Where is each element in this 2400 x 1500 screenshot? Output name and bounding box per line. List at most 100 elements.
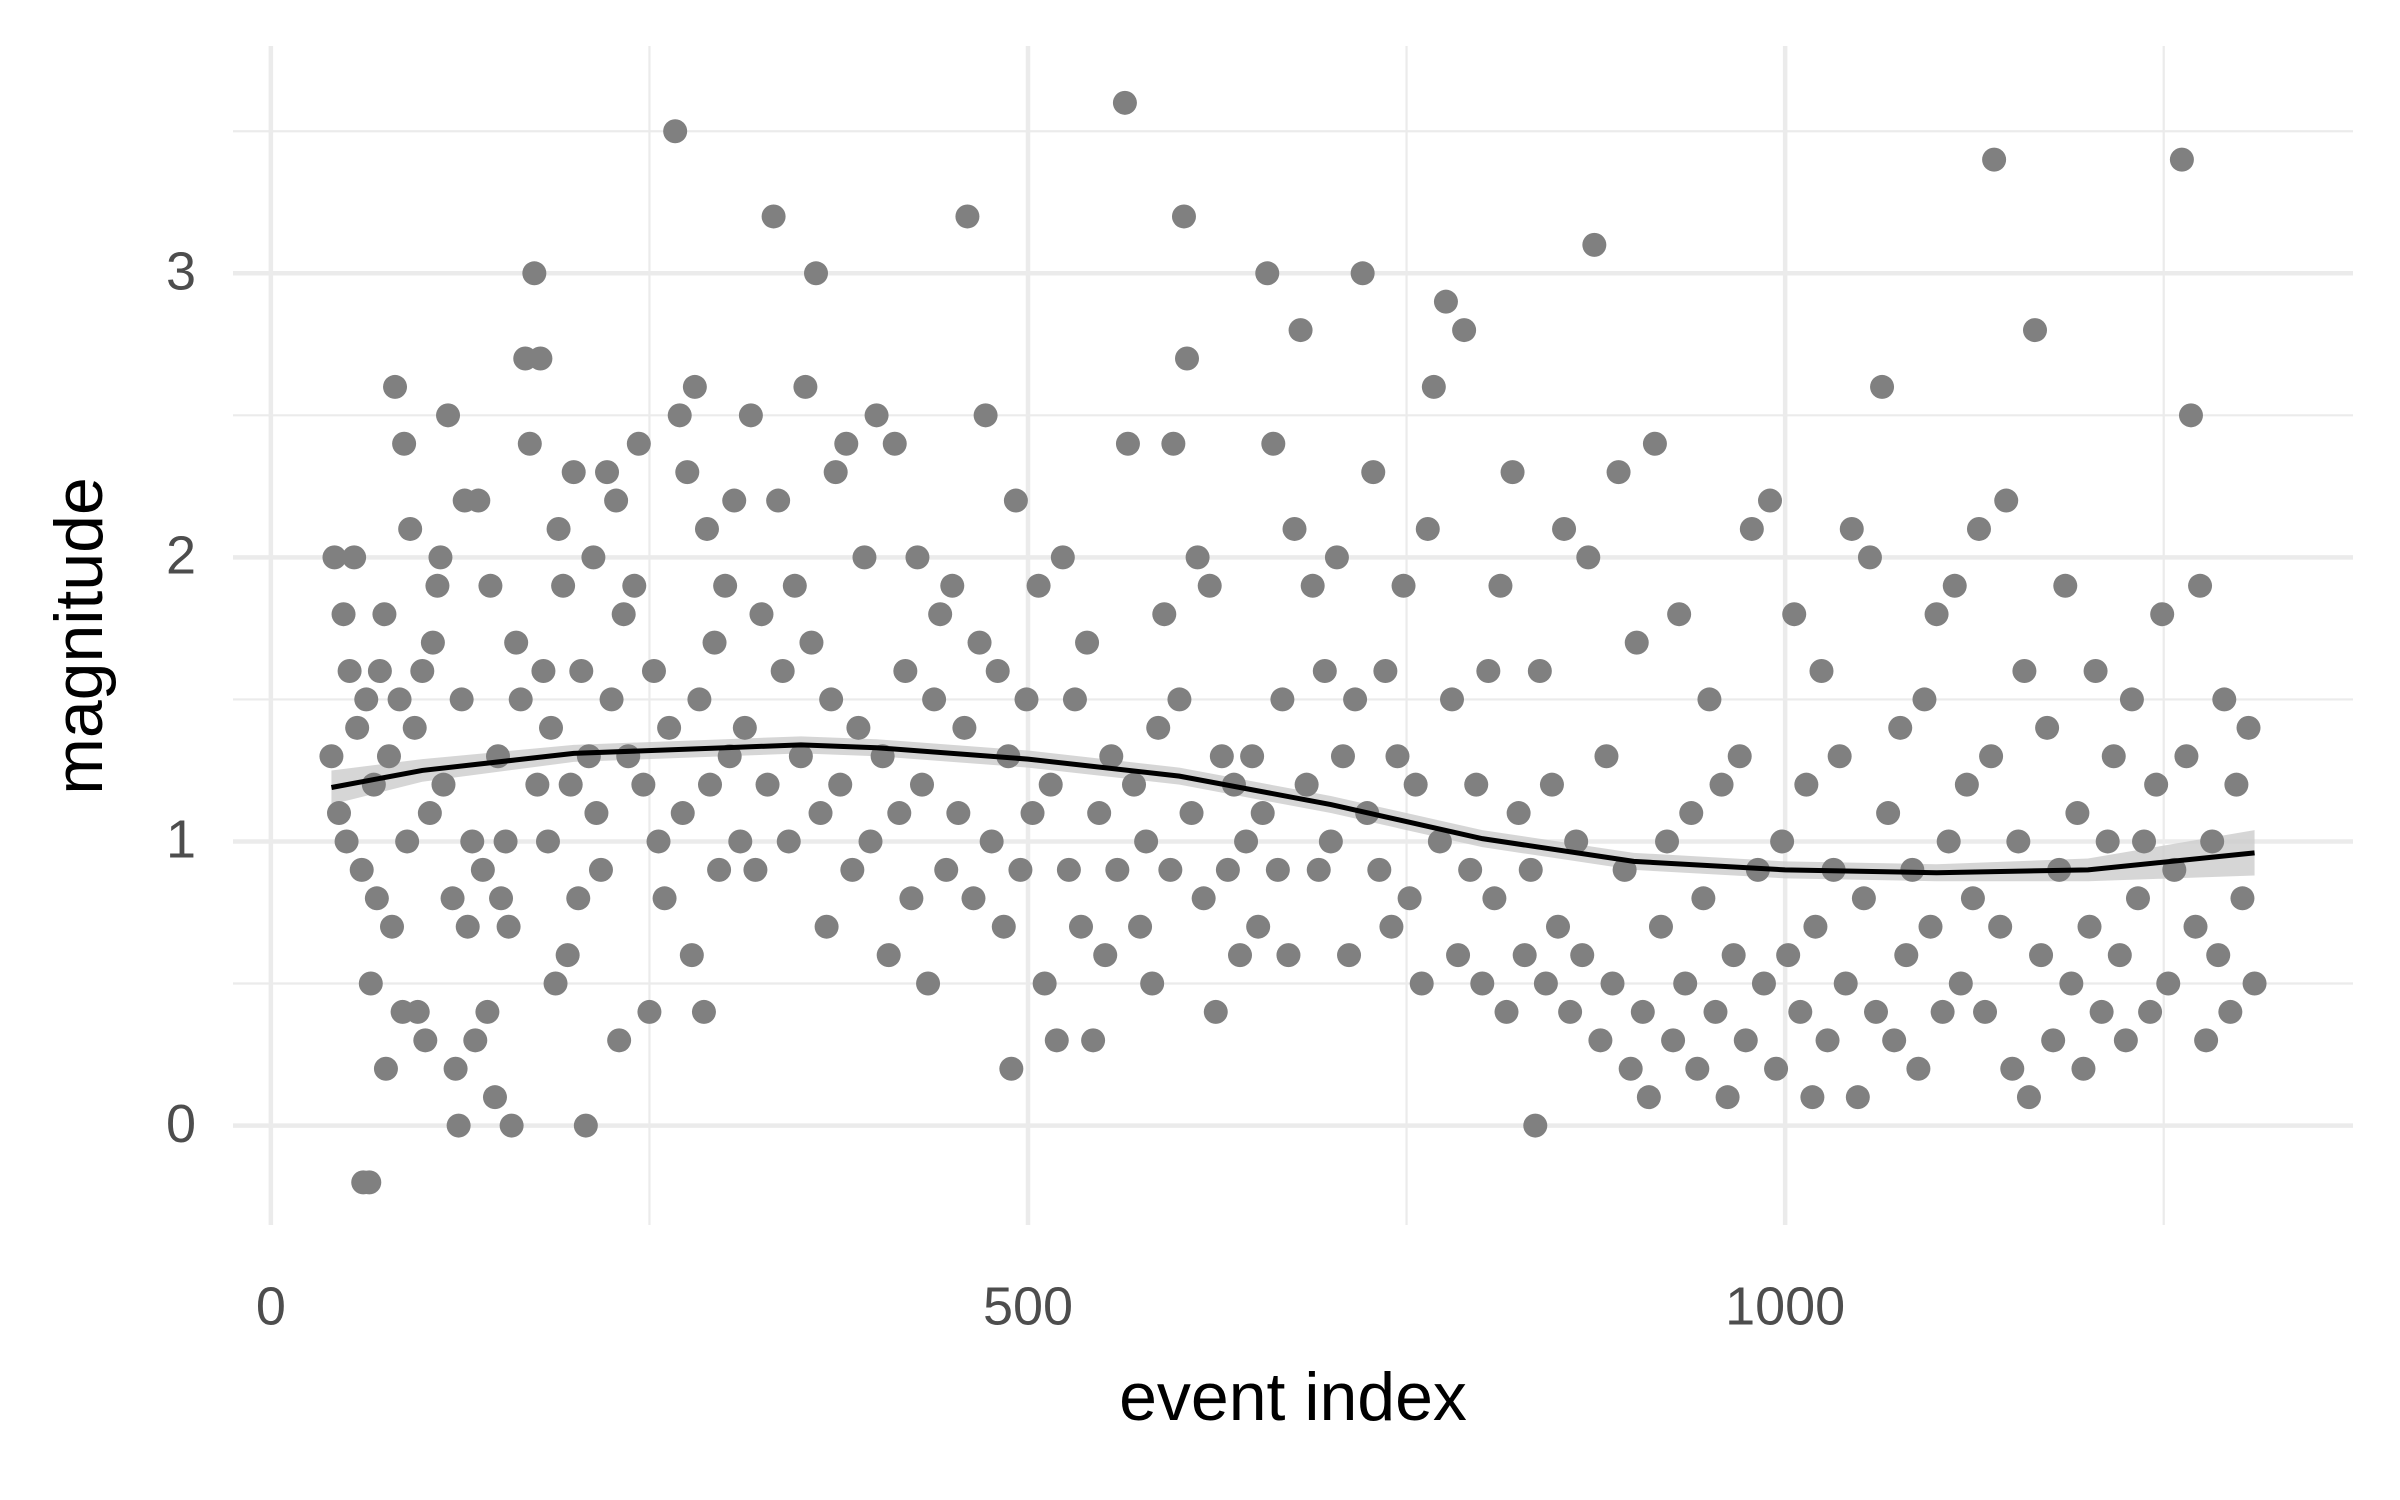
point [522,261,547,286]
point [622,573,647,598]
point [1624,630,1649,655]
point [2224,772,2249,797]
point [1343,687,1368,712]
point [782,573,807,598]
point [1288,318,1313,343]
point [1588,1028,1613,1053]
point [882,431,907,456]
point [631,772,656,797]
point [1093,943,1118,968]
point [561,460,586,485]
point [1075,630,1100,655]
point [402,715,427,740]
y-axis-title: magnitude [41,477,117,795]
point [319,744,344,769]
point [398,516,423,541]
point [1261,431,1286,456]
point [1715,1085,1740,1110]
point [1337,943,1362,968]
point [1069,914,1093,939]
point [1179,801,1204,826]
point [1312,659,1337,684]
point [1032,971,1057,996]
point [1122,772,1146,797]
point [1924,602,1949,627]
point [475,999,500,1024]
point [2012,659,2037,684]
point [728,829,753,854]
point [910,772,934,797]
point [2053,573,2078,598]
point [517,431,542,456]
point [922,687,947,712]
point [1056,857,1081,882]
point [482,1085,507,1110]
point [814,914,839,939]
point [1733,1028,1758,1053]
point [663,119,688,144]
point [1494,999,1519,1024]
point [722,488,747,513]
point [1803,914,1828,939]
point [1318,829,1343,854]
point [1697,687,1722,712]
point [1960,886,1985,911]
point [584,801,609,826]
point [955,204,980,229]
point [1294,772,1319,797]
smooth-line [330,742,2255,876]
point [331,602,356,627]
point [455,914,480,939]
point [2206,943,2231,968]
y-tick-label: 3 [166,242,196,302]
point [1523,1113,1548,1138]
point [2125,886,2150,911]
point [1630,999,1655,1024]
point [1906,1056,1931,1081]
point [2230,886,2255,911]
point [1270,687,1295,712]
point [504,630,529,655]
point [1954,772,1979,797]
point [1391,573,1416,598]
point [819,687,844,712]
point [531,659,556,684]
y-tick-label: 2 [166,526,196,586]
point [1930,999,1955,1024]
point [899,886,924,911]
point [373,1056,398,1081]
point [1433,289,1458,314]
point [539,715,563,740]
point [2065,801,2090,826]
point [2150,602,2175,627]
point [1636,1085,1661,1110]
point [392,431,417,456]
point [489,886,514,911]
y-tick-label: 0 [166,1094,196,1154]
point [508,687,533,712]
point [1979,744,2004,769]
point [2000,1056,2025,1081]
point [1988,914,2013,939]
point [1894,943,1919,968]
point [322,545,347,570]
point [1685,1056,1710,1081]
point [928,602,953,627]
point [420,630,445,655]
point [555,943,580,968]
point [834,431,859,456]
point [755,772,780,797]
point [1770,829,1795,854]
point [611,602,636,627]
point [799,630,824,655]
point [1576,545,1601,570]
point [357,1170,382,1195]
point [766,488,791,513]
point [1446,943,1471,968]
point [405,999,430,1024]
point [380,914,404,939]
point [1228,943,1252,968]
point [551,573,576,598]
point [1234,829,1259,854]
point [1539,772,1564,797]
